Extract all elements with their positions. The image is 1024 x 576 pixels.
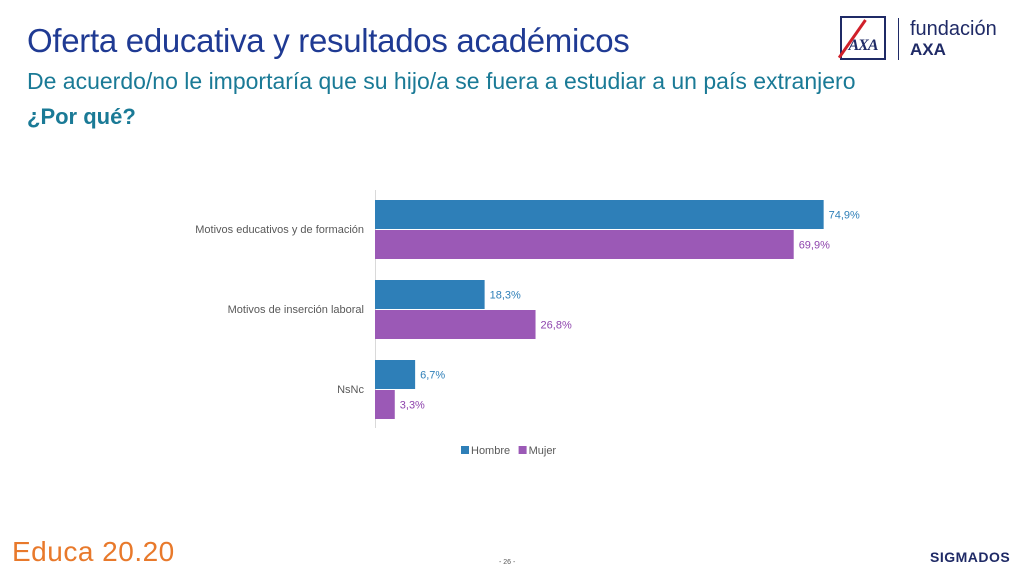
bar-hombre xyxy=(375,200,824,229)
page-number: - 26 - xyxy=(499,559,516,566)
bar-mujer xyxy=(375,230,794,259)
legend-label: Mujer xyxy=(529,445,557,457)
data-label: 69,9% xyxy=(799,240,830,252)
fundacion-axa-logo: AXA fundación AXA xyxy=(837,16,1010,64)
category-label: Motivos de inserción laboral xyxy=(228,304,364,316)
axa-mark-text: AXA xyxy=(848,37,878,54)
logo-line1: fundación xyxy=(910,18,997,40)
educa-brand: Educa 20.20 xyxy=(12,536,175,567)
data-label: 18,3% xyxy=(490,290,521,302)
logo-line2: AXA xyxy=(910,40,946,59)
sigmados-logo: SIGMADOS xyxy=(930,549,1011,565)
bar-mujer xyxy=(375,390,395,419)
bar-mujer xyxy=(375,310,536,339)
page-subtitle: De acuerdo/no le importaría que su hijo/… xyxy=(27,68,856,94)
data-label: 3,3% xyxy=(400,400,425,412)
data-label: 6,7% xyxy=(420,370,445,382)
category-label: Motivos educativos y de formación xyxy=(195,224,364,236)
bar-hombre xyxy=(375,280,485,309)
data-label: 26,8% xyxy=(541,320,572,332)
axa-mark: AXA xyxy=(837,16,886,60)
bar-hombre xyxy=(375,360,416,389)
legend-swatch xyxy=(518,446,527,454)
page-title: Oferta educativa y resultados académicos xyxy=(27,22,630,59)
category-label: NsNc xyxy=(337,384,364,396)
question-heading: ¿Por qué? xyxy=(27,104,136,129)
legend-label: Hombre xyxy=(471,445,510,457)
legend-swatch xyxy=(461,446,469,454)
logo-divider xyxy=(898,18,899,60)
data-label: 74,9% xyxy=(829,210,860,222)
